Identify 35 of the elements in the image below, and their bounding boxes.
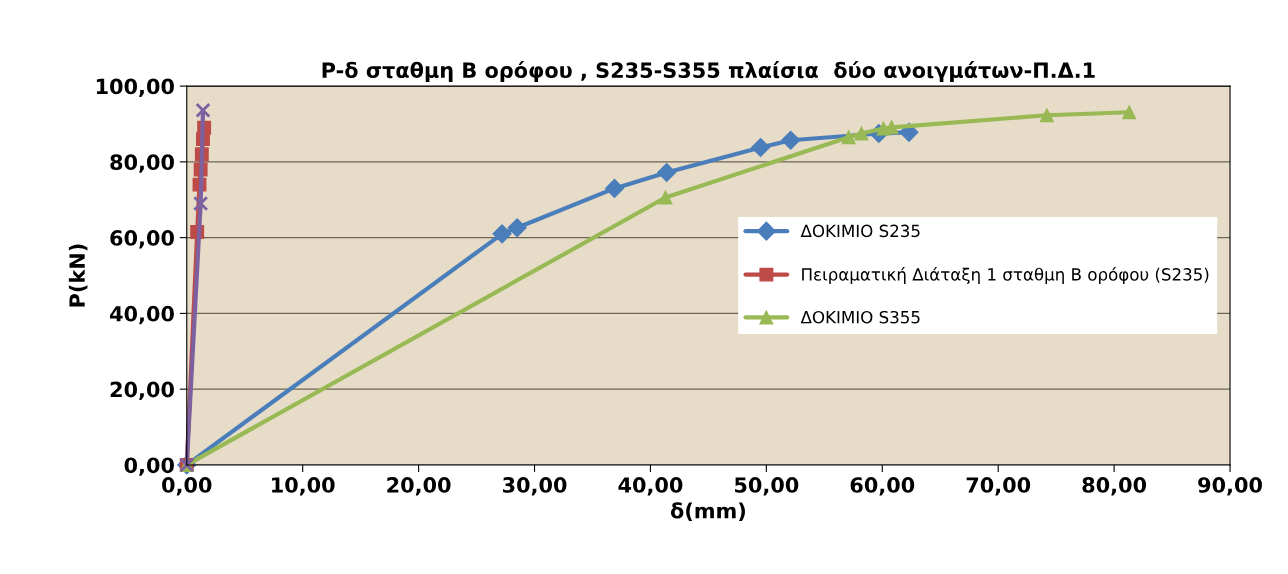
x-tick-label: 90,00 [1198,477,1262,496]
point [657,162,677,183]
y-tick-label: 20,00 [110,381,174,401]
x-tick-label: 10,00 [272,477,335,496]
y-tick-label: 100,00 [96,78,174,97]
point [193,195,209,212]
x-axis-title: δ(mm) [670,502,745,522]
point [1039,108,1054,123]
legend-label: ΔΟΚΙΜΙΟ S235 [800,224,920,238]
x-tick-label: 40,00 [618,477,683,496]
x-tick-label: 80,00 [1082,477,1147,496]
x-tick-label: 30,00 [502,477,567,496]
x-tick-label: 50,00 [735,477,799,496]
chart-title: P-δ σταθμη Β ορόφου , S235-S355 πλαίσια δύο ανοιγμάτων-Π.Δ.1 [322,61,1095,83]
y-tick-label: 60,00 [110,230,174,249]
y-tick-label: 80,00 [110,154,174,173]
point [854,126,869,141]
point [492,224,512,244]
x-tick-label: 20,00 [387,477,451,496]
point [195,102,211,118]
y-tick-label: 0,00 [124,457,174,476]
point [1122,105,1137,120]
y-tick-label: 40,00 [110,305,174,325]
legend-label: Πειραματική Διάταξη 1 σταθμη Β ορόφου (S235) [802,267,1209,284]
x-tick-label: 70,00 [966,477,1031,496]
point [507,218,527,238]
point [604,178,625,198]
y-axis-title: P(kN) [68,244,88,307]
point [751,137,771,158]
point [841,130,856,145]
point [781,130,801,150]
legend-label: ΔΟΚΙΜΙΟ S355 [800,310,920,324]
x-tick-label: 60,00 [850,477,915,496]
point [658,190,673,205]
x-tick-label: 0,00 [162,477,212,496]
